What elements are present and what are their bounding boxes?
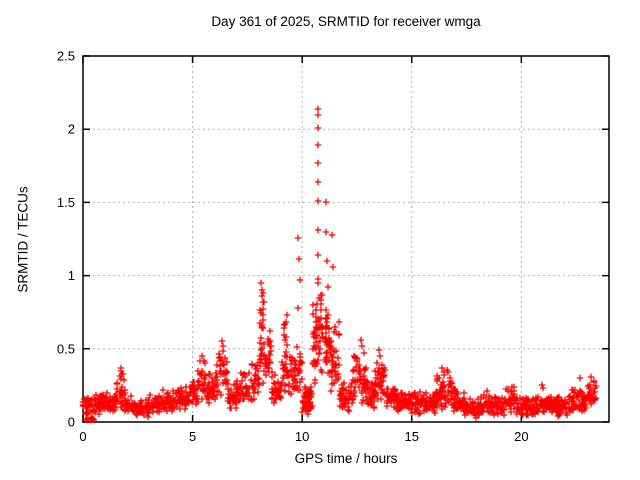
y-tick-label: 2 xyxy=(68,122,75,137)
x-tick-label: 10 xyxy=(295,429,309,444)
x-axis-label: GPS time / hours xyxy=(294,451,398,466)
x-tick-label: 15 xyxy=(405,429,419,444)
x-tick-label: 0 xyxy=(79,429,86,444)
y-tick-label: 0 xyxy=(68,415,75,430)
y-tick-label: 0.5 xyxy=(57,341,75,356)
x-tick-label: 20 xyxy=(514,429,528,444)
y-tick-label: 1.5 xyxy=(57,195,75,210)
y-tick-label: 2.5 xyxy=(57,49,75,64)
x-tick-label: 5 xyxy=(189,429,196,444)
axis-ticks xyxy=(82,55,609,423)
y-tick-label: 1 xyxy=(68,268,75,283)
data-points-SRMTID xyxy=(79,105,600,424)
chart-title: Day 361 of 2025, SRMTID for receiver wmg… xyxy=(211,14,481,29)
plot-border xyxy=(82,55,610,423)
